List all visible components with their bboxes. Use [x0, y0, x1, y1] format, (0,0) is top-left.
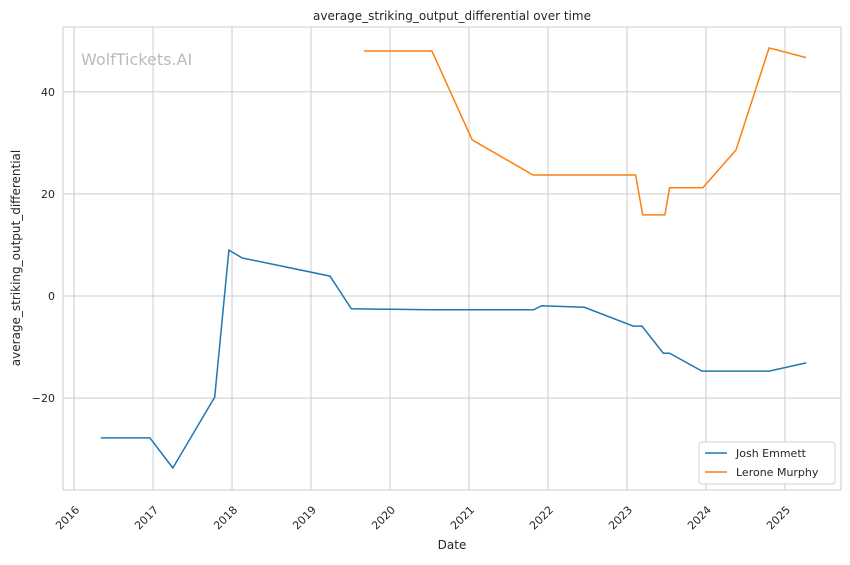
y-tick-label: 20	[41, 188, 55, 201]
x-tick-label: 2020	[369, 503, 398, 532]
y-tick-label: 40	[41, 86, 55, 99]
x-tick-label: 2016	[53, 503, 82, 532]
x-tick-label: 2025	[764, 503, 793, 532]
series-line-lerone-murphy	[364, 48, 806, 215]
y-tick-label: 0	[48, 290, 55, 303]
legend-label-josh-emmett: Josh Emmett	[735, 447, 807, 460]
y-tick-label: −20	[32, 392, 55, 405]
legend-label-lerone-murphy: Lerone Murphy	[736, 466, 819, 479]
legend: Josh Emmett Lerone Murphy	[699, 442, 835, 484]
x-tick-label: 2019	[290, 503, 319, 532]
chart-title: average_striking_output_differential ove…	[313, 9, 591, 23]
x-tick-label: 2021	[448, 503, 477, 532]
series-line-josh-emmett	[101, 250, 806, 468]
x-tick-label: 2017	[132, 503, 161, 532]
x-tick-label: 2022	[527, 503, 556, 532]
watermark: WolfTickets.AI	[81, 50, 192, 69]
x-tick-label: 2018	[211, 503, 240, 532]
x-tick-label: 2024	[685, 503, 714, 532]
x-axis-label: Date	[438, 538, 467, 552]
x-tick-label: 2023	[606, 503, 635, 532]
y-axis-label: average_striking_output_differential	[9, 150, 23, 366]
